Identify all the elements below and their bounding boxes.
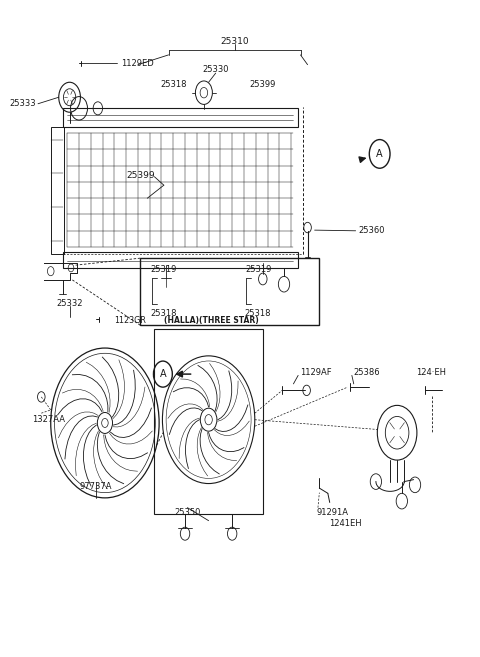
Bar	[140, 258, 319, 325]
Text: 1123GR: 1123GR	[114, 316, 146, 325]
Text: 1129ED: 1129ED	[121, 59, 154, 68]
Text: 25310: 25310	[220, 37, 249, 47]
Bar	[62, 108, 298, 127]
Text: 25318: 25318	[160, 79, 187, 89]
Text: A: A	[376, 149, 383, 159]
Text: (HALLA)(THREE STAR): (HALLA)(THREE STAR)	[164, 315, 258, 325]
Text: 25333: 25333	[9, 99, 36, 108]
Text: 1241EH: 1241EH	[329, 520, 361, 528]
Text: A: A	[159, 369, 166, 379]
Bar	[62, 252, 298, 268]
Text: 97737A: 97737A	[79, 482, 112, 491]
Text: 25399: 25399	[250, 79, 276, 89]
Text: 25399: 25399	[126, 171, 155, 180]
Bar	[155, 328, 263, 514]
Bar	[51, 127, 64, 254]
Text: 25319: 25319	[245, 265, 271, 275]
Text: 91291A: 91291A	[317, 508, 349, 516]
Text: 25386: 25386	[354, 369, 380, 377]
Text: 25360: 25360	[359, 226, 385, 235]
Text: 124·EH: 124·EH	[416, 369, 446, 377]
Text: 25350: 25350	[174, 508, 201, 516]
Text: 25318: 25318	[151, 309, 177, 318]
Text: 25318: 25318	[245, 309, 271, 318]
Text: 25330: 25330	[203, 66, 229, 74]
Text: 25319: 25319	[151, 265, 177, 275]
Text: 25332: 25332	[56, 299, 83, 308]
Text: 1327AA: 1327AA	[32, 415, 65, 424]
Text: 1129AF: 1129AF	[300, 369, 332, 377]
